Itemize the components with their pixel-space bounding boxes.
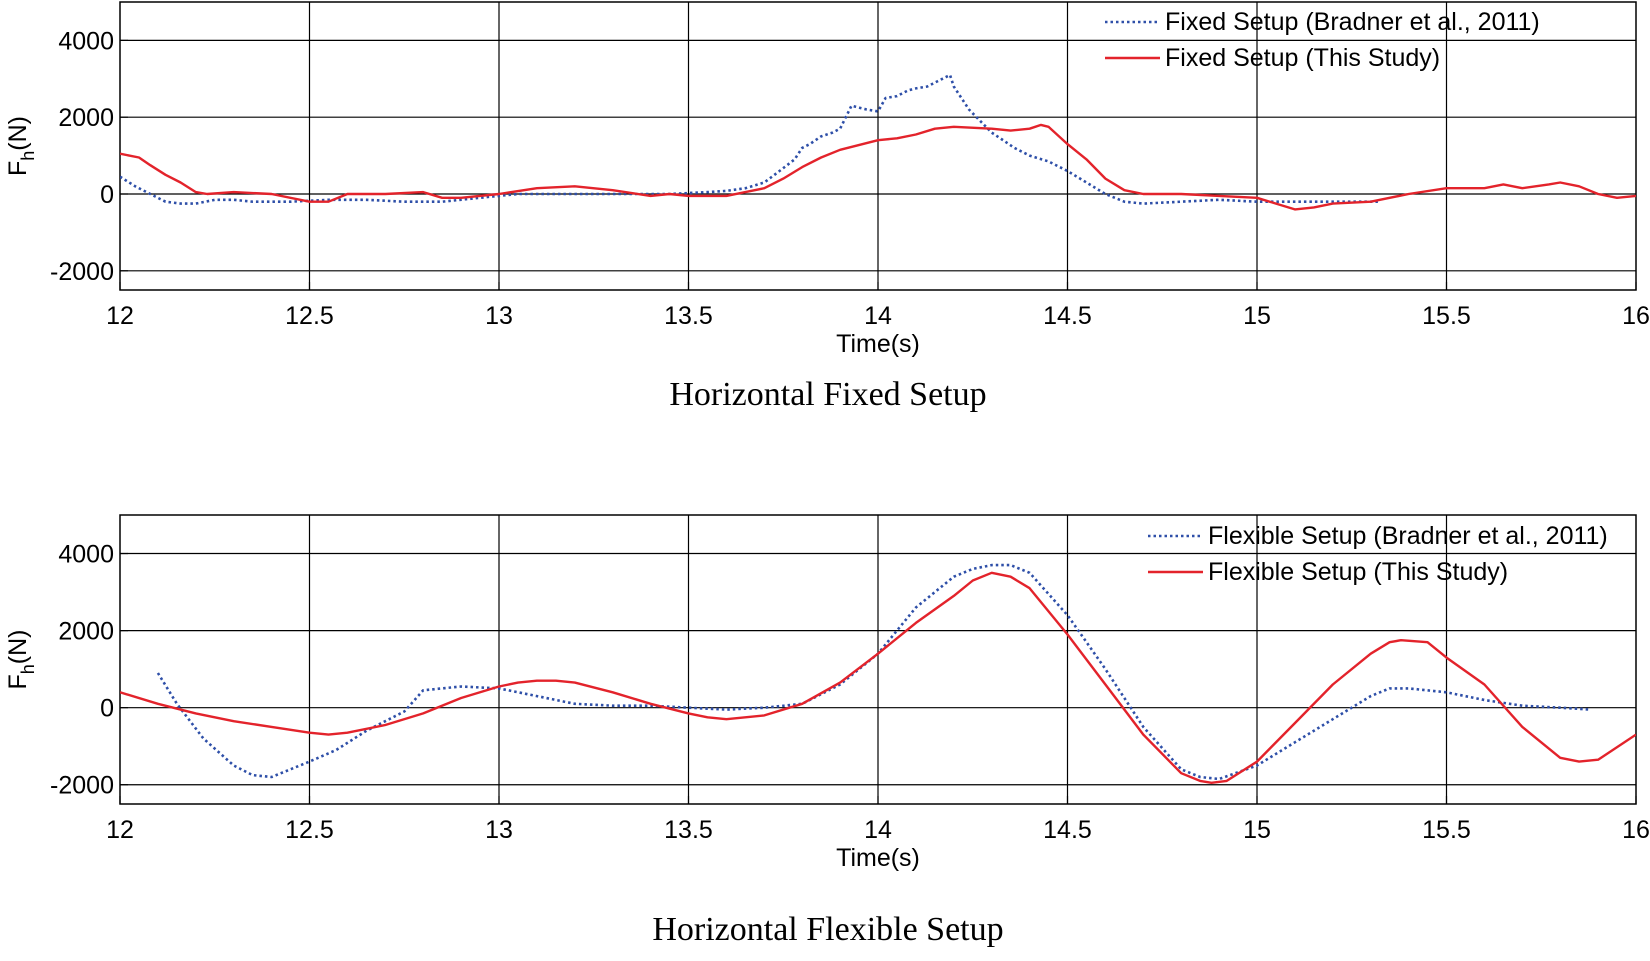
fixed-series-this-study-line (120, 123, 1636, 211)
flexible-chart-caption: Horizontal Flexible Setup (652, 911, 1003, 948)
flexible-y-tick-label: 0 (100, 695, 114, 723)
fixed-legend-label: Fixed Setup (This Study) (1165, 44, 1440, 72)
flexible-x-tick-label: 14.5 (1043, 816, 1092, 844)
flexible-y-tick-label: 4000 (58, 541, 114, 569)
flexible-x-tick-label: 15.5 (1422, 816, 1471, 844)
fixed-chart-caption: Horizontal Fixed Setup (669, 376, 986, 413)
flexible-legend-label: Flexible Setup (This Study) (1208, 558, 1508, 586)
fixed-y-tick-label: 2000 (58, 104, 114, 132)
flexible-y-tick-label: -2000 (50, 772, 114, 800)
fixed-x-tick-label: 15.5 (1422, 302, 1471, 330)
flexible-setup-chart: 12 12.5 13 13.5 14 14.5 15 15.5 16 -2000 0 2000 4000… (4, 514, 1650, 948)
flexible-x-tick-label: 15 (1243, 816, 1271, 844)
flexible-legend-label: Flexible Setup (Bradner et al., 2011) (1208, 522, 1608, 550)
fixed-x-tick-label: 12.5 (285, 302, 334, 330)
flexible-x-axis-label: Time(s) (836, 844, 920, 872)
fixed-series-bradner-line (120, 73, 1379, 205)
flexible-x-tick-label: 13 (485, 816, 513, 844)
flexible-x-tick-label: 14 (864, 816, 892, 844)
fixed-legend-label: Fixed Setup (Bradner et al., 2011) (1165, 8, 1540, 36)
flexible-x-tick-label: 12 (106, 816, 134, 844)
fixed-x-tick-label: 13 (485, 302, 513, 330)
fixed-x-tick-label: 15 (1243, 302, 1271, 330)
fixed-x-axis-label: Time(s) (836, 330, 920, 358)
fixed-x-tick-label: 12 (106, 302, 134, 330)
flexible-x-tick-label: 13.5 (664, 816, 713, 844)
flexible-series-bradner-line (156, 563, 1591, 781)
fixed-x-tick-label: 14.5 (1043, 302, 1092, 330)
fixed-y-tick-label: 4000 (58, 27, 114, 55)
fixed-x-tick-label: 16 (1622, 302, 1650, 330)
fixed-setup-chart: 12 12.5 13 13.5 14 14.5 15 15.5 16 -2000 0 2000 4000… (4, 1, 1650, 413)
fixed-x-tick-label: 13.5 (664, 302, 713, 330)
fixed-x-tick-label: 14 (864, 302, 892, 330)
fixed-y-tick-label: 0 (100, 181, 114, 209)
flexible-x-tick-label: 12.5 (285, 816, 334, 844)
flexible-x-tick-label: 16 (1622, 816, 1650, 844)
flexible-series-this-study-line (120, 571, 1636, 784)
fixed-y-axis-label: Fh(N) (4, 116, 38, 176)
flexible-y-tick-label: 2000 (58, 618, 114, 646)
fixed-y-tick-label: -2000 (50, 258, 114, 286)
flexible-y-axis-label: Fh(N) (4, 629, 38, 689)
